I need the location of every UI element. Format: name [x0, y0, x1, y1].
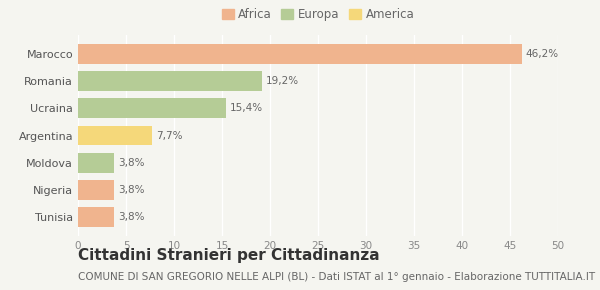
Bar [78, 71, 262, 91]
Text: 15,4%: 15,4% [230, 103, 263, 113]
Bar [78, 99, 226, 118]
Bar [78, 207, 115, 227]
Text: 46,2%: 46,2% [526, 49, 559, 59]
Text: 19,2%: 19,2% [266, 76, 299, 86]
Bar [78, 153, 115, 173]
Text: Cittadini Stranieri per Cittadinanza: Cittadini Stranieri per Cittadinanza [78, 248, 380, 263]
Bar [78, 126, 152, 145]
Text: COMUNE DI SAN GREGORIO NELLE ALPI (BL) - Dati ISTAT al 1° gennaio - Elaborazione: COMUNE DI SAN GREGORIO NELLE ALPI (BL) -… [78, 272, 595, 282]
Bar [78, 44, 521, 64]
Text: 3,8%: 3,8% [118, 185, 145, 195]
Text: 7,7%: 7,7% [156, 130, 182, 141]
Bar [78, 180, 115, 200]
Text: 3,8%: 3,8% [118, 212, 145, 222]
Legend: Africa, Europa, America: Africa, Europa, America [218, 4, 418, 25]
Text: 3,8%: 3,8% [118, 158, 145, 168]
